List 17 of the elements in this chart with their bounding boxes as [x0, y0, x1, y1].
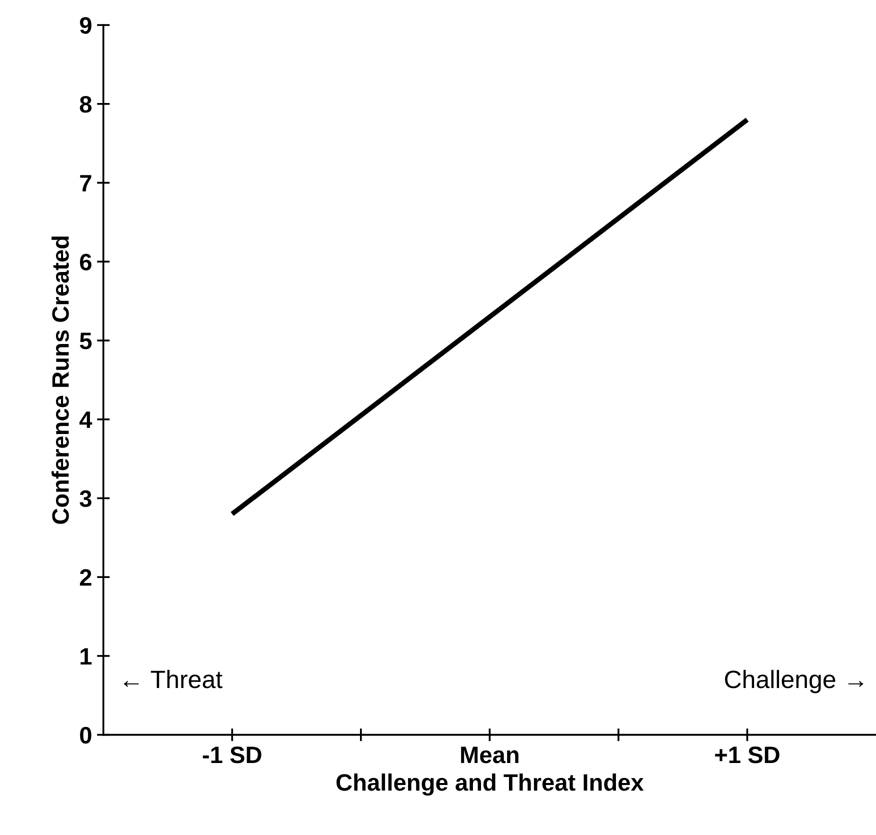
- x-tick-label: +1 SD: [715, 746, 780, 764]
- y-tick-label: 1: [80, 648, 92, 664]
- x-axis-title: Challenge and Threat Index: [336, 773, 644, 796]
- annotation: ← Threat: [124, 670, 222, 688]
- y-axis-title: Conference Runs Created: [52, 236, 69, 524]
- y-tick-label: 6: [80, 254, 92, 270]
- x-tick-label: -1 SD: [202, 746, 262, 764]
- y-tick-label: 2: [80, 569, 92, 586]
- y-tick-label: 7: [80, 175, 92, 192]
- x-tick-label: Mean: [461, 746, 518, 764]
- y-tick-label: 3: [80, 490, 92, 508]
- y-tick-label: 5: [80, 332, 92, 350]
- annotation: Challenge →: [725, 670, 864, 694]
- y-tick-label: 9: [80, 17, 92, 34]
- y-tick-label: 4: [79, 412, 92, 428]
- y-tick-label: 0: [80, 726, 92, 744]
- y-tick-label: 8: [80, 96, 92, 113]
